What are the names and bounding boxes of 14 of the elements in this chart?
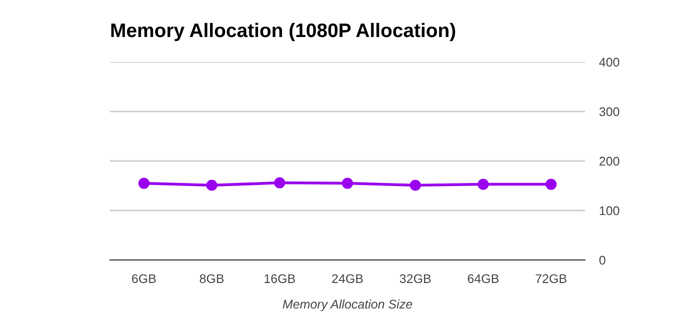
x-tick-label: 64GB xyxy=(468,274,499,284)
y-tick-label: 400 xyxy=(599,58,620,67)
x-tick-label: 24GB xyxy=(332,274,363,284)
y-tick-label: 200 xyxy=(600,156,620,166)
y-tick-label: 100 xyxy=(600,206,620,216)
x-axis-title: Memory Allocation Size xyxy=(282,299,412,312)
x-tick-label: 32GB xyxy=(400,274,431,284)
x-tick-label: 16GB xyxy=(264,274,295,284)
x-tick-label: 6GB xyxy=(132,274,156,284)
y-tick-label: 0 xyxy=(599,256,606,265)
y-tick-label: 300 xyxy=(599,107,620,116)
x-tick-label: 8GB xyxy=(200,274,224,284)
x-tick-label: 72GB xyxy=(536,274,566,284)
chart-title: Memory Allocation (1080P Allocation) xyxy=(111,22,456,42)
